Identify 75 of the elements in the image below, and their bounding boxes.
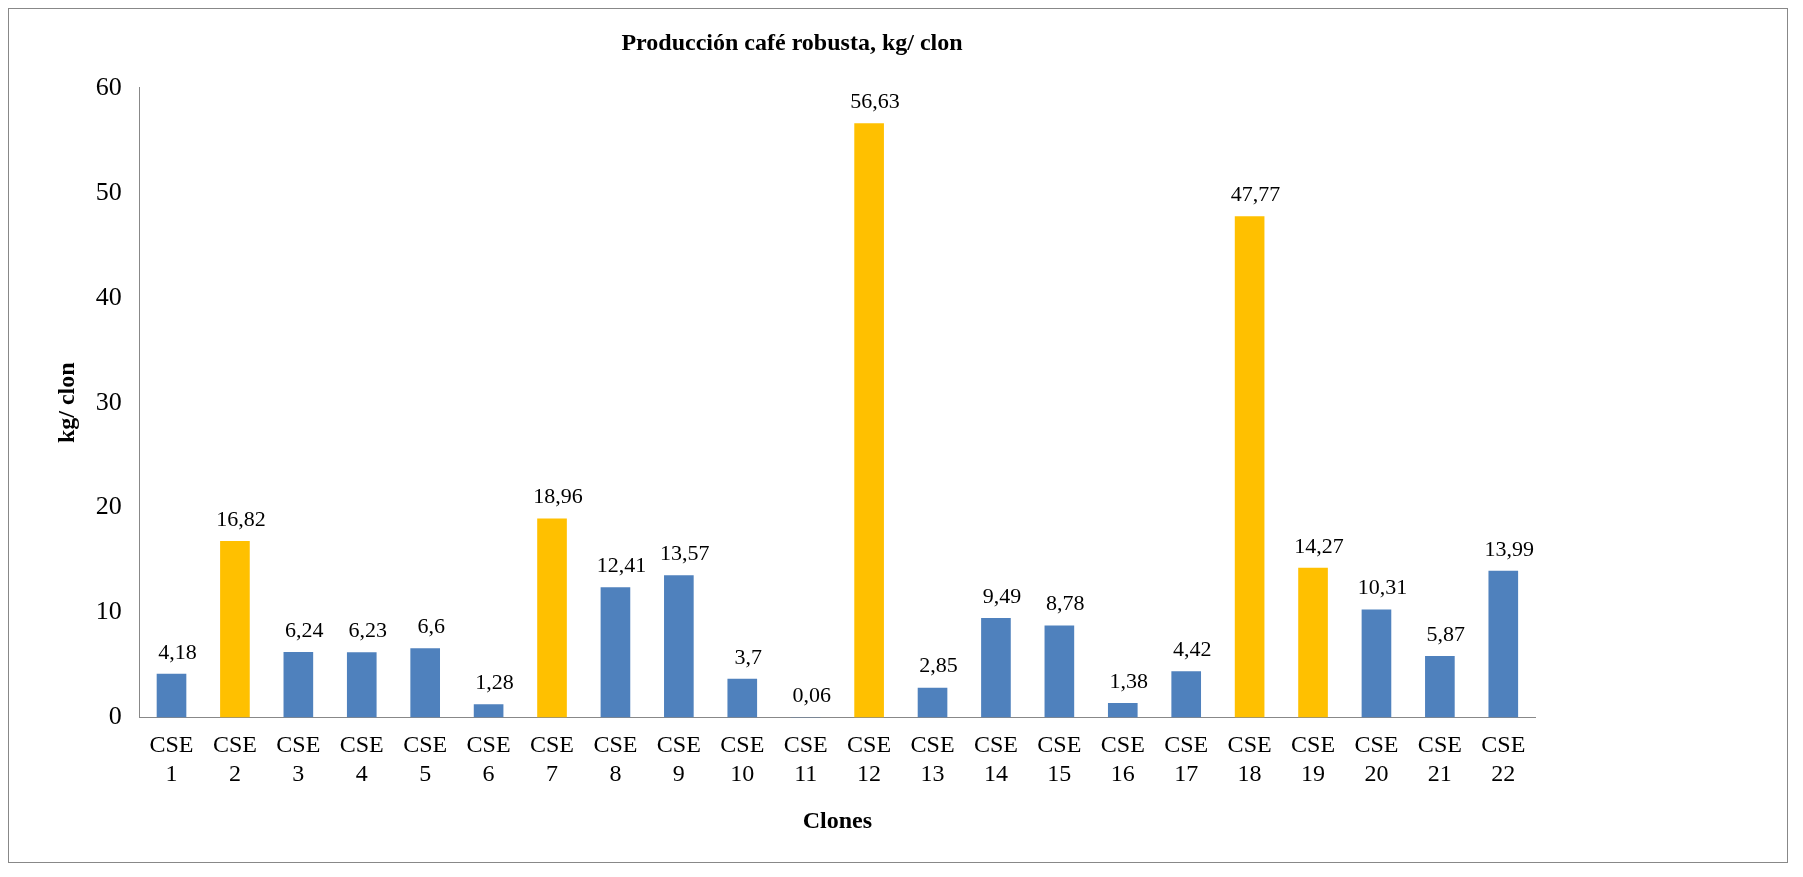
bar [1234,216,1265,718]
y-tick-label: 30 [95,386,122,416]
data-label: 14,27 [1294,532,1344,558]
x-tick-label: CSE 21 [1417,731,1462,787]
data-label: 6,24 [285,616,324,642]
bar [1488,570,1519,718]
x-tick-label: CSE 8 [593,731,638,787]
data-label: 1,28 [475,668,514,694]
data-label: 4,18 [158,638,197,664]
y-axis-title: kg/ clon [52,362,79,444]
bar [981,617,1011,718]
y-tick-label: 50 [95,176,122,206]
x-tick-label: CSE 17 [1164,731,1209,787]
y-tick-label: 0 [108,701,122,731]
x-tick-label: CSE 13 [910,731,955,787]
x-tick-label: CSE 22 [1481,731,1526,787]
y-tick-label: 40 [95,281,122,311]
bar [1044,625,1075,718]
x-tick-label: CSE 3 [276,731,321,787]
data-label: 9,49 [982,582,1022,608]
x-axis-title: Clones [802,806,873,833]
data-label: 3,7 [734,643,763,669]
bar [727,678,758,718]
x-tick-label: CSE 5 [403,731,448,787]
bar [600,587,631,718]
data-label: 6,23 [348,616,388,642]
bar [346,652,377,718]
data-label: 56,63 [850,87,900,113]
data-label: 13,99 [1484,535,1535,561]
x-tick-label: CSE 12 [847,731,892,787]
data-label: 12,41 [596,552,647,578]
bar [917,687,948,718]
x-tick-label: CSE 14 [973,731,1018,787]
x-tick-label: CSE 15 [1037,731,1082,787]
x-tick-label: CSE 10 [720,731,765,787]
y-tick-label: 60 [95,71,122,101]
data-label: 2,85 [919,652,958,678]
bar [283,652,314,718]
bar [854,123,884,718]
x-tick-label: CSE 11 [783,731,828,787]
x-tick-label: CSE 6 [466,731,511,787]
x-tick-label: CSE 1 [149,731,194,787]
x-tick-label: CSE 20 [1354,731,1399,787]
data-label: 5,87 [1426,620,1466,646]
bar [1171,671,1202,718]
bar [220,541,250,718]
x-tick-label: CSE 19 [1291,731,1336,787]
y-tick-label: 10 [95,596,122,626]
data-label: 1,38 [1109,667,1149,693]
x-tick-label: CSE 4 [339,731,384,787]
data-label: 47,77 [1230,180,1281,206]
y-tick-label: 20 [95,491,122,521]
data-label: 4,42 [1172,635,1212,661]
bar [1107,703,1138,718]
data-label: 10,31 [1357,574,1408,600]
bar [410,648,441,718]
chart-title: Producción café robusta, kg/ clon [621,28,963,55]
x-tick-label: CSE 2 [212,731,257,787]
data-label: 18,96 [533,483,583,509]
x-tick-label: CSE 9 [656,731,701,787]
data-label: 6,6 [417,613,445,639]
bar [664,575,694,718]
bar [537,518,567,718]
x-tick-label: CSE 18 [1227,731,1272,787]
x-tick-label: CSE 16 [1100,731,1145,787]
x-tick-label: CSE 7 [530,731,575,787]
bar [1298,567,1328,718]
bar [156,673,187,718]
bar [1425,655,1455,718]
data-label: 16,82 [216,505,266,531]
bar [473,704,504,718]
data-label: 13,57 [660,539,710,565]
bar [1361,609,1392,718]
data-label: 8,78 [1046,590,1085,616]
data-label: 0,06 [792,681,831,707]
